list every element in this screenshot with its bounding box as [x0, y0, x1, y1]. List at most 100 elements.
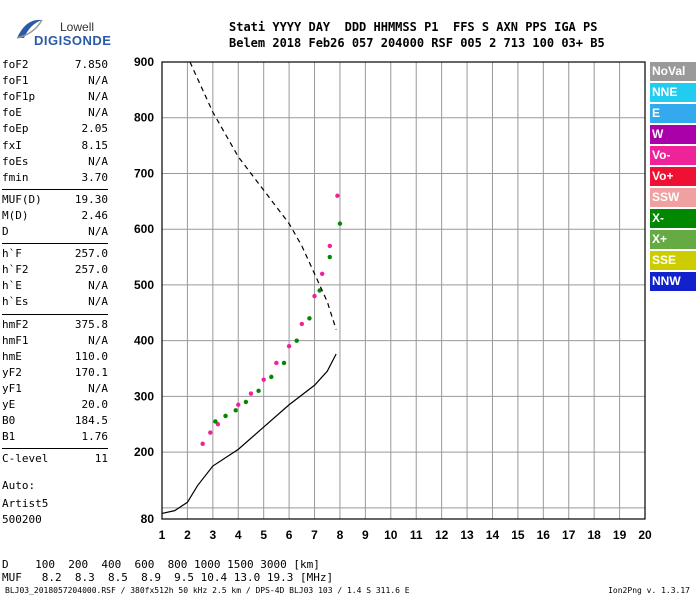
software-version: Ion2Png v. 1.3.17 [608, 586, 690, 595]
legend-item: Vo+ [650, 167, 696, 186]
param-value: 20.0 [81, 398, 109, 411]
param-value: N/A [88, 106, 108, 120]
param-name: M(D) [2, 208, 29, 222]
x-tick-label: 5 [260, 528, 267, 542]
x-tick-label: 7 [311, 528, 318, 542]
param-value: 19.30 [74, 192, 108, 206]
param-value: 257.0 [74, 247, 108, 261]
param-value: N/A [88, 154, 108, 168]
param-value: 170.1 [74, 365, 108, 379]
param-value: 3.70 [81, 170, 109, 184]
param-name: foEs [2, 154, 29, 168]
param-name: foF1p [2, 90, 36, 104]
echo-point [213, 419, 218, 424]
x-tick-label: 13 [460, 528, 474, 542]
param-row: M(D) 2.46 [2, 209, 108, 225]
echo-point [286, 344, 292, 349]
param-row: h`E N/A [2, 279, 108, 295]
echo-point [335, 193, 340, 198]
param-value: N/A [88, 74, 108, 88]
x-tick-label: 19 [613, 528, 627, 542]
echo-point [294, 338, 299, 343]
echo-point [200, 441, 205, 446]
param-row: foF1p N/A [2, 90, 108, 106]
param-name: D [2, 225, 9, 238]
param-name: foEp [2, 122, 29, 136]
param-name: hmE [2, 349, 22, 363]
param-name: fxI [2, 138, 22, 152]
echo-point [307, 316, 312, 321]
param-name: foF1 [2, 74, 29, 88]
param-row: foF2 7.850 [2, 58, 108, 74]
param-value: 184.5 [74, 414, 108, 428]
legend-item: NoVal [650, 62, 696, 81]
param-name: foF2 [2, 58, 29, 71]
param-row: foEp 2.05 [2, 122, 108, 138]
param-row: h`F2 257.0 [2, 263, 108, 279]
y-tick-label: 900 [134, 55, 154, 69]
param-name: h`Es [2, 295, 29, 309]
y-tick-label: 200 [134, 445, 154, 459]
echo-point [236, 402, 241, 407]
logo-text-lowell: Lowell [60, 20, 95, 34]
echo-point [312, 293, 317, 299]
y-tick-label: 300 [134, 389, 154, 403]
param-row: fmin 3.70 [2, 171, 108, 187]
param-name: fmin [2, 170, 29, 184]
param-value: 110.0 [74, 349, 108, 363]
x-tick-label: 18 [587, 528, 601, 542]
x-tick-label: 9 [362, 528, 369, 542]
x-tick-label: 11 [410, 528, 423, 542]
x-tick-label: 12 [435, 528, 449, 542]
param-value: 257.0 [74, 263, 108, 277]
x-tick-label: 4 [235, 528, 242, 542]
echo-point [317, 288, 322, 293]
param-value: N/A [88, 333, 108, 347]
y-tick-label: 700 [134, 166, 154, 180]
param-row: B1 1.76 [2, 430, 108, 446]
param-value: 2.46 [81, 208, 109, 222]
param-name: h`E [2, 279, 22, 293]
polarization-legend: NoVal NNE E W Vo- Vo+ SSW X- X+ SSE NNW [650, 62, 696, 293]
param-name: hmF1 [2, 333, 29, 347]
param-value: N/A [88, 225, 108, 238]
param-row: B0 184.5 [2, 414, 108, 430]
param-name: yE [2, 398, 16, 411]
param-value: 8.15 [81, 138, 109, 152]
param-name: B0 [2, 414, 16, 428]
y-tick-label: 80 [141, 512, 155, 526]
x-tick-label: 16 [537, 528, 551, 542]
header-labels: Stati YYYY DAY DDD HHMMSS P1 FFS S AXN P… [229, 20, 598, 34]
param-row: hmF2 375.8 [2, 318, 108, 334]
echo-point [256, 388, 261, 394]
auto-program: Artist5 [2, 497, 49, 510]
param-row: h`F 257.0 [2, 247, 108, 263]
y-tick-label: 800 [134, 111, 154, 125]
legend-item: X+ [650, 230, 696, 249]
param-row: hmF1 N/A [2, 334, 108, 350]
param-value: N/A [88, 295, 108, 309]
legend-item: SSE [650, 251, 696, 270]
param-row: MUF(D) 19.30 [2, 193, 108, 209]
param-separator [2, 188, 108, 190]
param-separator [2, 243, 108, 245]
param-name: h`F2 [2, 263, 29, 277]
param-row: yF2 170.1 [2, 366, 108, 382]
param-row: D N/A [2, 225, 108, 241]
param-value: 11 [94, 452, 108, 466]
auto-version: 500200 [2, 513, 42, 526]
echo-point [319, 271, 325, 276]
echo-point [233, 408, 238, 413]
param-value: 375.8 [74, 317, 108, 331]
legend-item: NNW [650, 272, 696, 291]
param-value: N/A [88, 279, 108, 293]
param-row: hmE 110.0 [2, 350, 108, 366]
x-tick-label: 20 [638, 528, 652, 542]
echo-point [243, 399, 249, 405]
profile-line [161, 353, 337, 515]
x-tick-label: 3 [209, 528, 216, 542]
y-tick-label: 600 [134, 222, 154, 236]
param-name: yF2 [2, 365, 22, 379]
param-name: foE [2, 106, 22, 120]
